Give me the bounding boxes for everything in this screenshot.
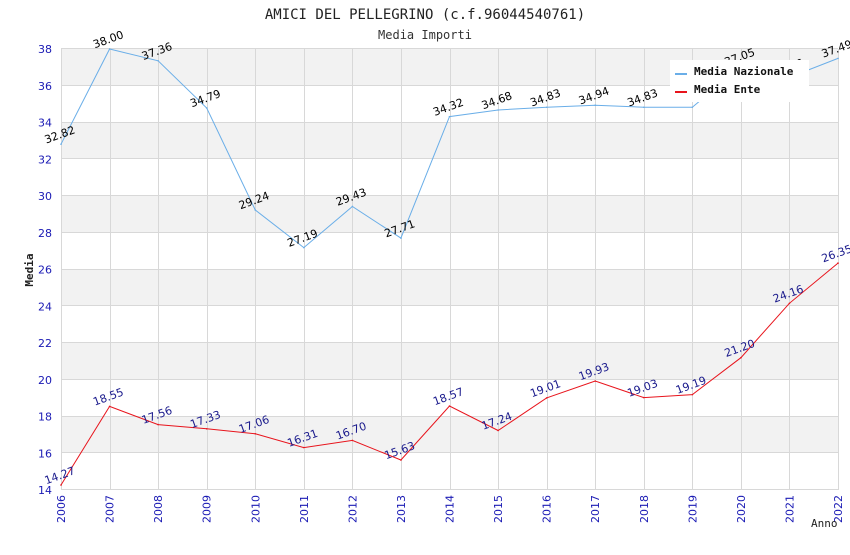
x-tick-label: 2008 — [152, 495, 165, 523]
data-point — [400, 459, 402, 461]
y-tick-label: 18 — [38, 411, 52, 424]
plot-background — [61, 48, 838, 490]
y-tick-label: 22 — [38, 337, 52, 350]
plot-band — [61, 195, 838, 233]
plot-band — [61, 416, 838, 453]
plot-band — [61, 452, 838, 490]
data-point — [108, 48, 111, 50]
y-tick-label: 28 — [38, 227, 52, 240]
x-tick-label: 2006 — [55, 495, 68, 523]
x-tick-label: 2011 — [298, 495, 311, 523]
legend-box — [670, 60, 809, 102]
x-tick-label: 2022 — [832, 495, 845, 523]
data-point — [303, 246, 305, 249]
data-point — [60, 143, 62, 145]
data-label: 38.00 — [91, 28, 125, 51]
plot-band — [61, 342, 838, 380]
y-tick-label: 16 — [38, 447, 52, 460]
data-point — [448, 405, 451, 407]
legend: Media Nazionale Media Ente — [670, 60, 809, 102]
x-axis-label: Anno — [811, 517, 838, 530]
data-point — [108, 405, 111, 408]
data-point — [60, 484, 62, 486]
data-point — [740, 356, 742, 359]
x-tick-label: 2013 — [395, 495, 408, 523]
chart-title: AMICI DEL PELLEGRINO (c.f.96044540761) — [265, 7, 585, 23]
x-tick-label: 2014 — [444, 495, 457, 523]
plot-band — [61, 305, 838, 343]
legend-label-media-nazionale: Media Nazionale — [694, 65, 794, 78]
x-tick-label: 2012 — [346, 495, 359, 523]
data-point — [837, 262, 839, 264]
x-tick-label: 2020 — [735, 495, 748, 523]
x-tick-label: 2019 — [686, 495, 699, 523]
data-point — [157, 59, 159, 62]
x-tick-label: 2007 — [104, 495, 117, 523]
data-point — [545, 397, 548, 399]
x-tick-label: 2017 — [589, 495, 602, 523]
data-point — [788, 302, 791, 305]
x-tick-label: 2018 — [638, 495, 651, 523]
grid-lines — [61, 48, 839, 490]
data-point — [303, 446, 305, 449]
data-point — [545, 106, 548, 109]
data-point — [254, 209, 257, 211]
data-point — [351, 205, 354, 208]
y-tick-label: 24 — [38, 300, 52, 313]
y-tick-label: 14 — [38, 484, 52, 497]
data-point — [205, 428, 208, 430]
y-tick-label: 32 — [38, 153, 52, 166]
data-point — [594, 380, 596, 382]
x-tick-label: 2009 — [201, 495, 214, 523]
plot-band — [61, 158, 838, 196]
x-tick-label: 2010 — [249, 495, 262, 523]
plot-band — [61, 122, 838, 159]
data-point — [351, 439, 354, 442]
y-tick-label: 34 — [38, 117, 52, 130]
data-point — [205, 107, 208, 109]
y-tick-label: 38 — [38, 43, 52, 56]
chart-subtitle: Media Importi — [378, 28, 472, 42]
plot-band — [61, 269, 838, 306]
data-point — [594, 104, 596, 107]
data-point — [157, 423, 159, 426]
data-point — [642, 396, 645, 399]
data-point — [254, 432, 257, 435]
y-tick-label: 30 — [38, 190, 52, 203]
x-tick-label: 2016 — [541, 495, 554, 523]
y-axis: 14 16 18 20 22 24 26 28 30 32 34 36 38 — [38, 43, 52, 497]
data-point — [642, 106, 645, 109]
data-point — [400, 237, 402, 239]
data-point — [497, 109, 499, 111]
x-tick-label: 2021 — [783, 495, 796, 523]
y-tick-label: 36 — [38, 80, 52, 93]
data-point — [691, 393, 694, 396]
data-point — [497, 429, 499, 432]
legend-label-media-ente: Media Ente — [694, 83, 761, 96]
plot-band — [61, 232, 838, 270]
y-axis-label: Media — [23, 253, 36, 286]
data-point — [837, 57, 839, 60]
y-tick-label: 20 — [38, 374, 52, 387]
y-tick-label: 26 — [38, 264, 52, 277]
x-axis: 2006 2007 2008 2009 2010 2011 2012 2013 2014 2015… — [55, 495, 845, 523]
data-point — [691, 106, 694, 109]
plot-band — [61, 379, 838, 417]
x-tick-label: 2015 — [492, 495, 505, 523]
data-point — [448, 115, 451, 118]
